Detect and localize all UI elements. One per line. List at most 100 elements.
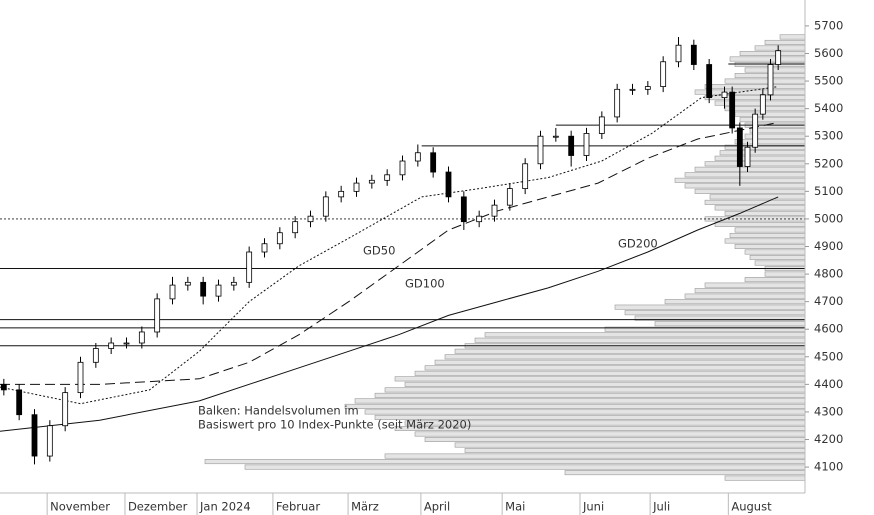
volume-bar	[734, 111, 806, 117]
volume-bar	[704, 161, 806, 167]
candle-body	[537, 135, 544, 165]
candle-body	[752, 113, 759, 148]
candle-body	[123, 342, 130, 345]
volume-bar	[384, 387, 806, 393]
volume-bar	[414, 431, 806, 437]
candle-body	[108, 342, 115, 349]
moving-averages	[0, 86, 779, 432]
candle-body	[368, 179, 375, 184]
volume-bar	[694, 166, 806, 172]
candle-body	[706, 64, 713, 99]
volume-bar	[354, 398, 806, 404]
candle-body	[353, 182, 360, 192]
candle-body	[690, 44, 697, 65]
volume-bar	[704, 199, 806, 205]
volume-bar	[779, 34, 806, 40]
candle-body	[736, 127, 743, 167]
volume-bar	[444, 354, 806, 360]
annotation: Balken: Handelsvolumen im	[198, 404, 359, 418]
candle-body	[261, 243, 268, 253]
volume-bar	[564, 470, 806, 476]
y-tick-label: 5300	[814, 129, 843, 143]
candle-body	[184, 281, 191, 286]
y-tick-label: 5400	[814, 101, 843, 115]
volume-bar	[694, 188, 806, 194]
volume-bar	[719, 150, 806, 156]
volume-bar	[364, 409, 806, 415]
volume-bar	[244, 464, 806, 470]
volume-bar	[464, 448, 806, 454]
candle-body	[767, 64, 774, 96]
candle-body	[583, 133, 590, 156]
candle-body	[246, 251, 253, 283]
volume-bar	[434, 359, 806, 365]
candle-body	[460, 196, 467, 223]
volume-bar	[664, 299, 806, 305]
candle-body	[92, 348, 99, 363]
y-tick-label: 4800	[814, 267, 843, 281]
volume-bar	[394, 376, 806, 382]
y-tick-label: 4200	[814, 432, 843, 446]
candle-body	[31, 414, 38, 457]
x-tick-label: Februar	[276, 500, 320, 514]
volume-bar	[764, 271, 806, 277]
volume-bar	[744, 67, 806, 73]
x-tick-label: Dezember	[128, 500, 188, 514]
x-tick-label: April	[424, 500, 450, 514]
candle-body	[200, 281, 207, 297]
volume-bar	[714, 205, 806, 211]
volume-bar	[749, 255, 806, 261]
volume-bar	[724, 78, 806, 84]
volume-bar	[624, 310, 806, 316]
volume-bar	[764, 39, 806, 45]
y-tick-label: 4900	[814, 239, 843, 253]
y-tick-label: 4700	[814, 294, 843, 308]
candle-body	[552, 135, 559, 138]
volume-bar	[454, 348, 806, 354]
volume-bar	[714, 155, 806, 161]
y-tick-label: 4100	[814, 460, 843, 474]
candle-body	[476, 215, 483, 223]
y-tick-label: 4600	[814, 322, 843, 336]
candle-body	[614, 88, 621, 118]
volume-bar	[344, 403, 806, 409]
x-tick-label: Juni	[582, 500, 604, 514]
candle-body	[491, 204, 498, 217]
axes: 4100 4200 4300 4400 4500 4600 4700 4800 4900 5000…	[0, 0, 843, 515]
volume-bar	[704, 84, 806, 90]
y-tick-label: 5000	[814, 211, 843, 225]
volume-bar	[404, 381, 806, 387]
candle-body	[506, 188, 513, 206]
y-tick-label: 5500	[814, 74, 843, 88]
x-tick-label: März	[351, 500, 379, 514]
volume-bar	[714, 221, 806, 227]
ma-label: GD50	[363, 244, 395, 258]
volume-profile	[204, 34, 806, 481]
moving-average-line	[0, 121, 779, 385]
candle-body	[675, 44, 682, 63]
candle-body	[414, 152, 421, 162]
candle-body	[729, 91, 736, 129]
moving-average-line	[0, 196, 779, 432]
x-tick-label: August	[731, 500, 772, 514]
candle-body	[522, 163, 529, 189]
volume-bar	[734, 139, 806, 145]
candle-body	[644, 86, 651, 90]
candle-body	[154, 298, 161, 333]
volume-bar	[724, 238, 806, 244]
volume-bar	[684, 172, 806, 178]
volume-bar	[754, 260, 806, 266]
volume-bar	[754, 45, 806, 51]
volume-bar	[704, 282, 806, 288]
candle-body	[62, 392, 69, 427]
volume-bar	[414, 370, 806, 376]
annotation: Basiswert pro 10 Index-Punkte (seit März…	[198, 418, 471, 432]
candle-body	[16, 389, 23, 416]
y-tick-label: 4400	[814, 377, 843, 391]
volume-bar	[739, 117, 806, 123]
candle-body	[445, 171, 452, 198]
candle-body	[138, 331, 145, 344]
candle-body	[399, 160, 406, 176]
candles	[0, 36, 782, 465]
